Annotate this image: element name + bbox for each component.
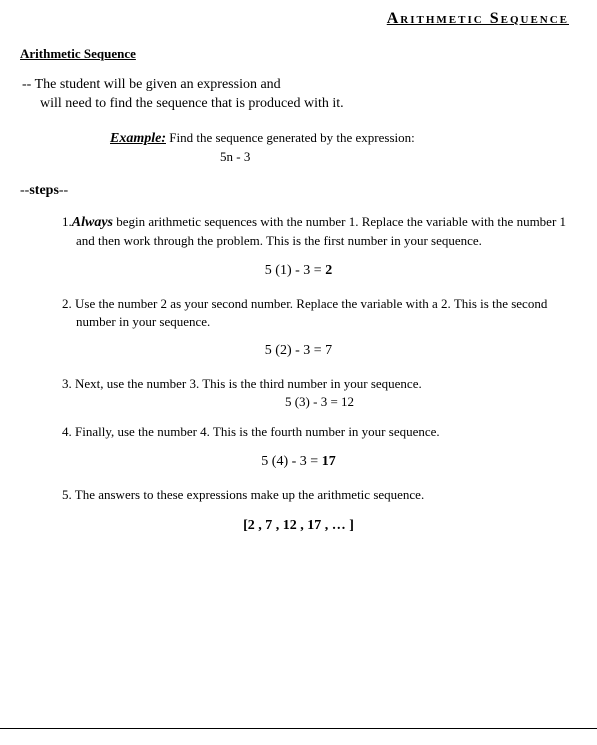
step-1: 1.Always begin arithmetic sequences with… <box>62 213 577 251</box>
calc-left: 5 (2) - 3 = 7 <box>265 343 332 358</box>
step-num: 2. <box>62 296 72 311</box>
calc-result: 2 <box>325 263 332 278</box>
intro-line1: The student will be given an expression … <box>35 77 281 92</box>
calc-result: 17 <box>322 454 336 469</box>
calc-left: 5 (1) - 3 = <box>265 263 325 278</box>
step-1-calc: 5 (1) - 3 = 2 <box>20 263 577 279</box>
step-num: 4. <box>62 424 72 439</box>
example-text: Find the sequence generated by the expre… <box>166 130 415 145</box>
step-4-calc: 5 (4) - 3 = 17 <box>20 454 577 470</box>
step-text: Use the number 2 as your second number. … <box>72 296 548 329</box>
steps-heading: --steps-- <box>20 183 577 199</box>
section-heading: Arithmetic Sequence <box>20 46 577 62</box>
step-2: 2. Use the number 2 as your second numbe… <box>62 295 577 331</box>
calc-left: 5 (3) - 3 = <box>285 394 341 409</box>
step-3-calc: 5 (3) - 3 = 12 <box>76 393 577 411</box>
intro-prefix: -- <box>22 77 35 92</box>
calc-left: 5 (4) - 3 = <box>261 454 321 469</box>
calc-result: 12 <box>341 394 354 409</box>
step-num: 3. <box>62 376 72 391</box>
example-expression: 5n - 3 <box>220 149 577 165</box>
intro-line2: will need to find the sequence that is p… <box>22 96 344 111</box>
page-title: Arithmetic Sequence <box>20 10 577 28</box>
example-block: Example: Find the sequence generated by … <box>110 130 577 165</box>
step-text: The answers to these expressions make up… <box>72 487 424 502</box>
step-3: 3. Next, use the number 3. This is the t… <box>62 375 577 411</box>
step-text: begin arithmetic sequences with the numb… <box>76 214 566 249</box>
step-2-calc: 5 (2) - 3 = 7 <box>20 343 577 359</box>
step-4: 4. Finally, use the number 4. This is th… <box>62 423 577 441</box>
step-num: 1. <box>62 214 72 229</box>
step-num: 5. <box>62 487 72 502</box>
footer-divider <box>0 728 597 729</box>
example-label: Example: <box>110 131 166 146</box>
step-text: Next, use the number 3. This is the thir… <box>72 376 422 391</box>
step-emph: Always <box>72 215 113 230</box>
intro-text: -- The student will be given an expressi… <box>22 76 577 114</box>
steps-word: steps <box>29 183 59 198</box>
steps-suffix: -- <box>59 183 68 198</box>
final-sequence: [2 , 7 , 12 , 17 , … ] <box>20 518 577 534</box>
step-5: 5. The answers to these expressions make… <box>62 486 577 504</box>
steps-prefix: -- <box>20 183 29 198</box>
step-text: Finally, use the number 4. This is the f… <box>72 424 440 439</box>
